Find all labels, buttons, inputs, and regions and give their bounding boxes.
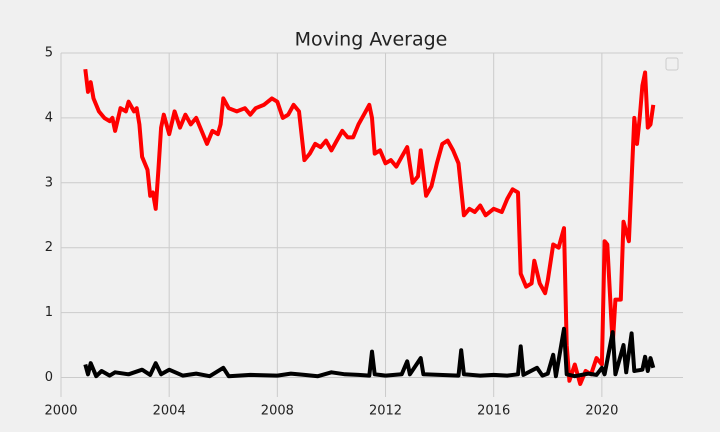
x-tick-label: 2020 (585, 404, 618, 419)
y-tick-label: 3 (45, 175, 53, 190)
series-line (83, 326, 656, 379)
x-tick-label: 2008 (261, 404, 294, 419)
y-tick-label: 2 (45, 240, 53, 255)
series-line (83, 68, 656, 386)
chart-title: Moving Average (295, 29, 448, 51)
y-tick-label: 4 (45, 110, 53, 125)
x-tick-label: 2012 (369, 404, 402, 419)
y-tick-label: 5 (45, 46, 53, 61)
x-tick-label: 2000 (44, 404, 77, 419)
y-tick-label: 1 (45, 305, 53, 320)
x-tick-label: 2004 (153, 404, 186, 419)
x-tick-label: 2016 (477, 404, 510, 419)
y-tick-label: 0 (45, 370, 53, 385)
legend-box (665, 57, 679, 71)
